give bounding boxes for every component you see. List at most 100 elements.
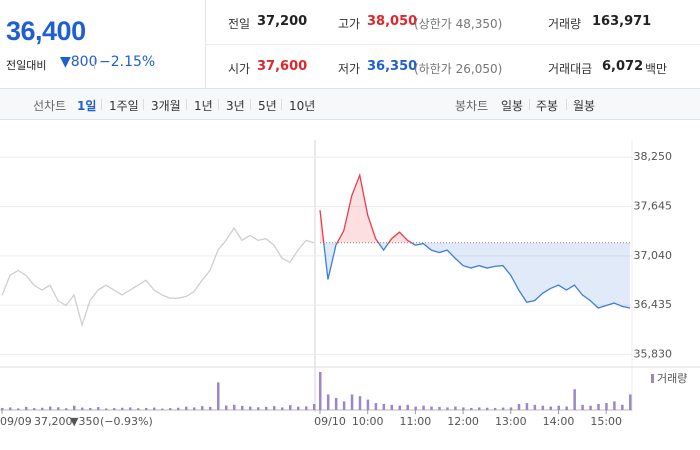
volume-bar [17,408,20,410]
volume-bar [334,397,338,410]
volume-bar [350,394,354,410]
stat-value: 37,600 [257,59,308,74]
volume-bar [33,408,36,410]
prev-summary: 37,200 [34,415,73,428]
volume-bar [169,408,172,410]
volume-bar [509,407,513,410]
y-tick-label: 37,040 [634,249,673,262]
volume-bar [129,407,132,410]
volume-bar [326,394,330,410]
volume-bar [49,406,52,410]
stat-label: 거래량 [548,17,582,31]
volume-bar [533,404,537,410]
legend-swatch [651,374,654,383]
volume-bar [241,405,244,410]
tab[interactable]: 일봉 [501,99,524,113]
volume-bar [390,404,394,410]
volume-bar [319,372,322,410]
tab-group-label: 선차트 [33,99,67,113]
volume-bar [358,396,362,410]
volume-bar [382,403,386,410]
separator [218,99,219,110]
tab[interactable]: 1년 [194,99,213,113]
y-tick-label: 38,250 [634,150,673,163]
volume-bar [225,405,228,410]
volume-bar [525,403,529,410]
chart: 38,250 37,645 37,040 36,435 35,830 09/09 09/10… [0,140,700,428]
volume-bar [161,408,164,410]
price-line [319,172,631,309]
tab[interactable]: 3개월 [151,99,181,113]
tab[interactable]: 주봉 [536,99,559,113]
volume-bar [470,407,473,410]
volume-bar [209,406,212,410]
area [320,175,631,308]
volume-bar [177,407,180,410]
volume-bar [201,406,204,410]
volume-bar [273,406,276,410]
tab[interactable]: 3년 [226,99,245,113]
volume-bar [398,405,401,410]
volume-bar [406,404,409,410]
volume-bar [265,406,268,410]
separator [529,99,530,110]
tab[interactable]: 1일 [77,99,97,113]
volume-bar [374,403,378,410]
volume-bar [193,407,196,410]
volume-bar [249,406,252,410]
x-tick-label: 09/09 [0,415,32,428]
volume-bar [462,407,465,410]
tab[interactable]: 10년 [289,99,316,113]
volume-bar [121,407,124,410]
stat-label: 거래대금 [548,62,593,76]
change-rate: −2.15% [99,54,156,70]
x-tick-label: 09/10 [314,415,346,428]
volume-bar [422,405,425,410]
price-line [1,226,315,328]
stat-unit: 백만 [645,62,668,76]
volume-bar [446,407,449,410]
stat-value: 37,200 [257,14,308,29]
tab[interactable]: 1주일 [109,99,139,113]
volume-bar [137,408,140,410]
volume-bar [297,406,300,410]
volume-bar [97,407,100,410]
volume-bar [366,399,370,410]
prev-summary: ▼350 [70,415,99,428]
volume-bar [25,406,28,410]
divider [205,44,700,45]
tab[interactable]: 월봉 [573,99,596,113]
volume-bar [517,403,521,410]
volume-bar [217,382,220,410]
stat-value: 163,971 [592,14,652,29]
divider [94,57,95,69]
volume-bar [485,407,489,410]
volume-bar [105,408,108,410]
volume-bar [342,401,346,410]
volume-bar [153,407,156,410]
stat-label: 고가 [338,17,361,31]
separator [281,99,282,110]
volume-bar [81,407,84,410]
volume-bar [113,408,116,410]
volume-bar [41,407,44,410]
volume-bar [430,406,433,410]
x-tick-label: 10:00 [352,415,384,428]
volume-bar [89,407,92,410]
prev-summary: (−0.93%) [100,415,153,428]
y-tick-label: 36,435 [634,298,673,311]
volume-bar [233,404,236,410]
stat-value: 6,072 [602,59,644,74]
y-tick-label: 37,645 [634,200,673,213]
volume-bar [478,407,481,410]
volume-bar [73,405,76,410]
volume-bar [185,406,188,410]
tab[interactable]: 5년 [258,99,277,113]
volume-bar [565,406,568,410]
separator [250,99,251,110]
x-tick-label: 11:00 [400,415,432,428]
volume-bar [493,407,497,410]
stat-value: 36,350 [367,59,418,74]
